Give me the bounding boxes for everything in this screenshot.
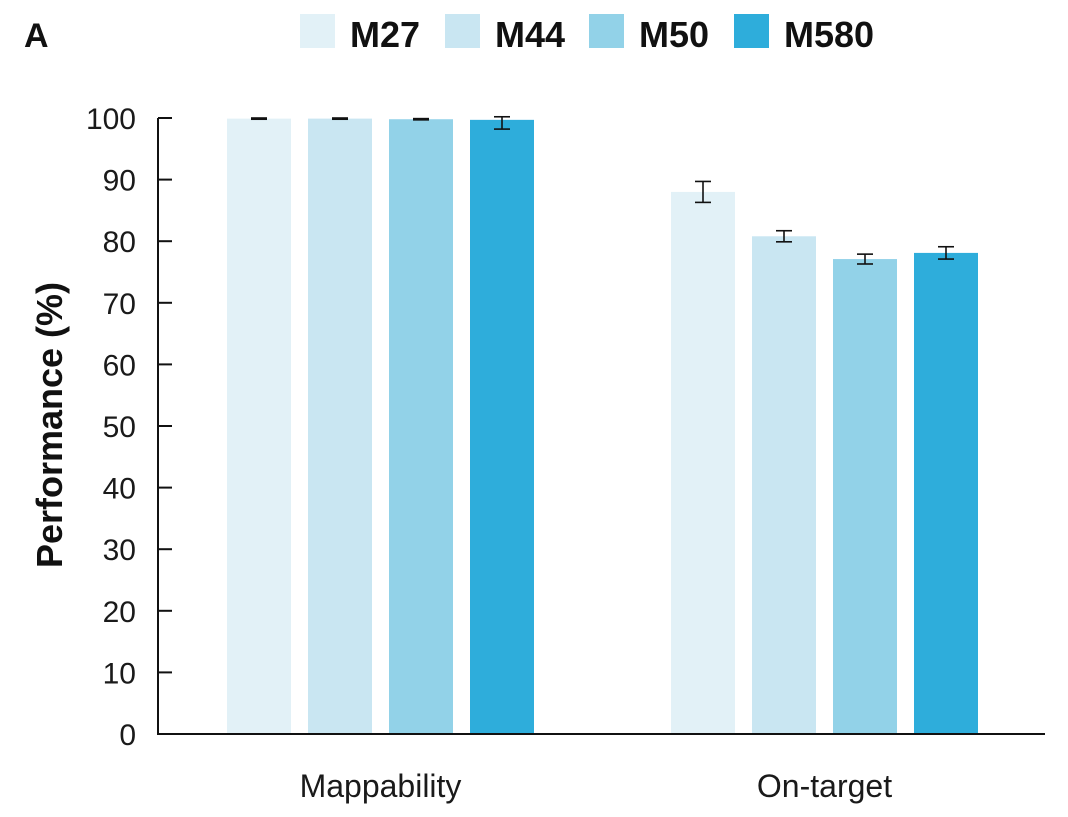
legend-item-m580: M580 [734,14,874,55]
legend-swatch [445,14,480,48]
error-bar [251,117,267,121]
legend-label: M27 [350,14,420,55]
legend: M27 M44 M50 M580 [300,14,874,55]
error-bar [494,115,510,130]
y-axis-title: Performance (%) [29,282,70,568]
error-bar [938,245,954,260]
y-tick-label: 30 [103,534,136,567]
x-category-label: On-target [757,768,892,804]
error-bar [332,117,348,121]
y-tick-label: 0 [119,719,136,752]
x-category-label: Mappability [300,768,462,804]
bar-m580-on-target [914,252,978,735]
legend-label: M580 [784,14,874,55]
panel-label: A [24,17,49,55]
bar-m44-on-target [752,236,816,734]
legend-label: M44 [495,14,565,55]
bar-m580-mappability [470,119,534,734]
y-axis: 0 10 20 30 40 50 60 70 80 90 100 [86,103,172,752]
x-axis: Mappability On-target [300,768,893,804]
bar-m27-on-target [671,191,735,735]
error-bars-group [251,115,954,265]
legend-item-m27: M27 [300,14,420,55]
bar-m27-mappability [227,118,291,735]
error-bar [776,229,792,243]
y-tick-label: 70 [103,288,136,321]
bar-m44-mappability [308,118,372,735]
y-tick-label: 40 [103,473,136,506]
y-tick-label: 10 [103,657,136,690]
bar-m50-on-target [833,259,897,734]
legend-label: M50 [639,14,709,55]
y-tick-label: 80 [103,226,136,259]
error-bar [413,117,429,121]
bars-group [227,118,978,735]
legend-swatch [589,14,624,48]
bar-m50-mappability [389,119,453,735]
y-tick-label: 90 [103,165,136,198]
y-tick-label: 20 [103,596,136,629]
legend-swatch [300,14,335,48]
legend-item-m50: M50 [589,14,709,55]
y-tick-label: 100 [86,103,136,136]
y-tick-label: 50 [103,411,136,444]
legend-item-m44: M44 [445,14,565,55]
error-bar [857,253,873,265]
y-tick-label: 60 [103,349,136,382]
legend-swatch [734,14,769,48]
error-bar [695,180,711,204]
